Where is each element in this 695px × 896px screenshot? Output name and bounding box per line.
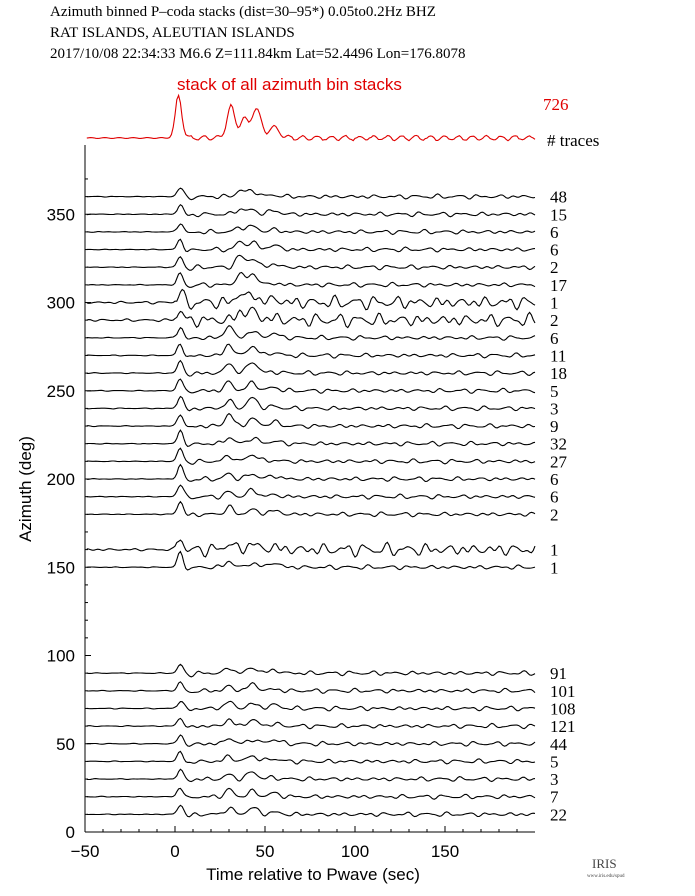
trace-count-label: 2 [550, 505, 559, 524]
y-tick-label: 350 [47, 205, 75, 224]
trace-count-label: 1 [550, 294, 559, 313]
trace-count-label: 6 [550, 488, 559, 507]
trace-azimuth-40 [86, 750, 536, 765]
y-tick-label: 0 [66, 823, 75, 842]
trace-count-label: 108 [550, 699, 576, 718]
trace-count-label: 2 [550, 258, 559, 277]
x-tick-labels: −50 0 50 100 150 [71, 842, 460, 861]
trace-group [86, 187, 536, 818]
trace-count-label: 6 [550, 223, 559, 242]
trace-count-label: 101 [550, 682, 576, 701]
stack-trace [86, 93, 536, 142]
y-tick-label: 50 [56, 735, 75, 754]
trace-azimuth-230 [86, 412, 536, 430]
trace-azimuth-10 [86, 804, 536, 818]
trace-azimuth-20 [86, 787, 536, 800]
x-tick-label: −50 [71, 842, 100, 861]
trace-azimuth-260 [86, 359, 536, 377]
trace-count-label: 18 [550, 364, 567, 383]
y-tick-label: 250 [47, 382, 75, 401]
x-tick-label: 50 [256, 842, 275, 861]
iris-logo-name: IRIS [592, 856, 617, 871]
trace-azimuth-30 [86, 768, 536, 783]
trace-azimuth-180 [86, 500, 536, 518]
trace-count-label: 11 [550, 346, 566, 365]
x-tick-label: 100 [341, 842, 369, 861]
trace-azimuth-290 [86, 306, 536, 329]
trace-count-label: 3 [550, 770, 559, 789]
trace-count-label: 6 [550, 470, 559, 489]
x-tick-label: 0 [170, 842, 179, 861]
x-tick-label: 150 [431, 842, 459, 861]
trace-azimuth-90 [86, 663, 536, 678]
trace-count-label: 121 [550, 717, 576, 736]
trace-count-labels: 4815662171261118539322766211911011081214… [550, 188, 576, 825]
trace-azimuth-200 [86, 463, 536, 482]
plot-frame [84, 145, 535, 833]
trace-azimuth-280 [86, 324, 536, 341]
trace-count-label: 6 [550, 241, 559, 260]
header-line-1: Azimuth binned P–coda stacks (dist=30–95… [50, 4, 436, 20]
y-axis-label: Azimuth (deg) [16, 436, 35, 542]
trace-count-label: 1 [550, 558, 559, 577]
trace-azimuth-70 [86, 700, 536, 712]
y-tick-labels: 0 50 100 150 200 250 300 350 [47, 205, 75, 842]
trace-azimuth-270 [86, 343, 536, 359]
trace-count-label: 6 [550, 329, 559, 348]
trace-azimuth-50 [86, 734, 536, 747]
trace-count-label: 5 [550, 382, 559, 401]
trace-azimuth-210 [86, 447, 536, 465]
x-axis-label: Time relative to Pwave (sec) [206, 865, 420, 884]
trace-count-label: 32 [550, 435, 567, 454]
trace-azimuth-350 [86, 203, 536, 218]
trace-count-label: 3 [550, 399, 559, 418]
trace-azimuth-250 [86, 378, 536, 394]
trace-count-label: 27 [550, 452, 568, 471]
traces-count-header: # traces [547, 131, 599, 150]
trace-count-label: 1 [550, 541, 559, 560]
header-line-2: RAT ISLANDS, ALEUTIAN ISLANDS [50, 25, 295, 41]
trace-count-label: 15 [550, 205, 567, 224]
trace-count-label: 9 [550, 417, 559, 436]
trace-azimuth-160 [86, 539, 536, 558]
trace-count-label: 48 [550, 188, 567, 207]
header-line-3: 2017/10/08 22:34:33 M6.6 Z=111.84km Lat=… [50, 46, 466, 62]
trace-azimuth-60 [86, 717, 536, 730]
trace-azimuth-80 [86, 681, 536, 694]
y-tick-label: 150 [47, 558, 75, 577]
stack-trace-count: 726 [543, 95, 569, 114]
trace-azimuth-150 [86, 550, 536, 571]
trace-count-label: 2 [550, 311, 559, 330]
trace-azimuth-190 [86, 484, 536, 500]
trace-azimuth-360 [86, 187, 536, 201]
iris-logo: IRIS www.iris.edu/spud [587, 856, 625, 879]
trace-count-label: 22 [550, 805, 567, 824]
trace-azimuth-340 [86, 223, 536, 236]
trace-count-label: 5 [550, 752, 559, 771]
iris-logo-url: www.iris.edu/spud [587, 874, 625, 879]
trace-count-label: 7 [550, 788, 559, 807]
y-tick-label: 100 [47, 647, 75, 666]
trace-count-label: 44 [550, 735, 568, 754]
trace-azimuth-300 [86, 288, 536, 311]
trace-azimuth-330 [86, 238, 536, 253]
trace-count-label: 17 [550, 276, 568, 295]
y-tick-label: 200 [47, 470, 75, 489]
trace-count-label: 91 [550, 664, 567, 683]
trace-azimuth-310 [86, 271, 536, 288]
trace-azimuth-320 [86, 254, 536, 271]
trace-azimuth-240 [86, 395, 536, 412]
trace-azimuth-220 [86, 429, 536, 448]
y-tick-label: 300 [47, 294, 75, 313]
stack-label: stack of all azimuth bin stacks [177, 75, 402, 94]
